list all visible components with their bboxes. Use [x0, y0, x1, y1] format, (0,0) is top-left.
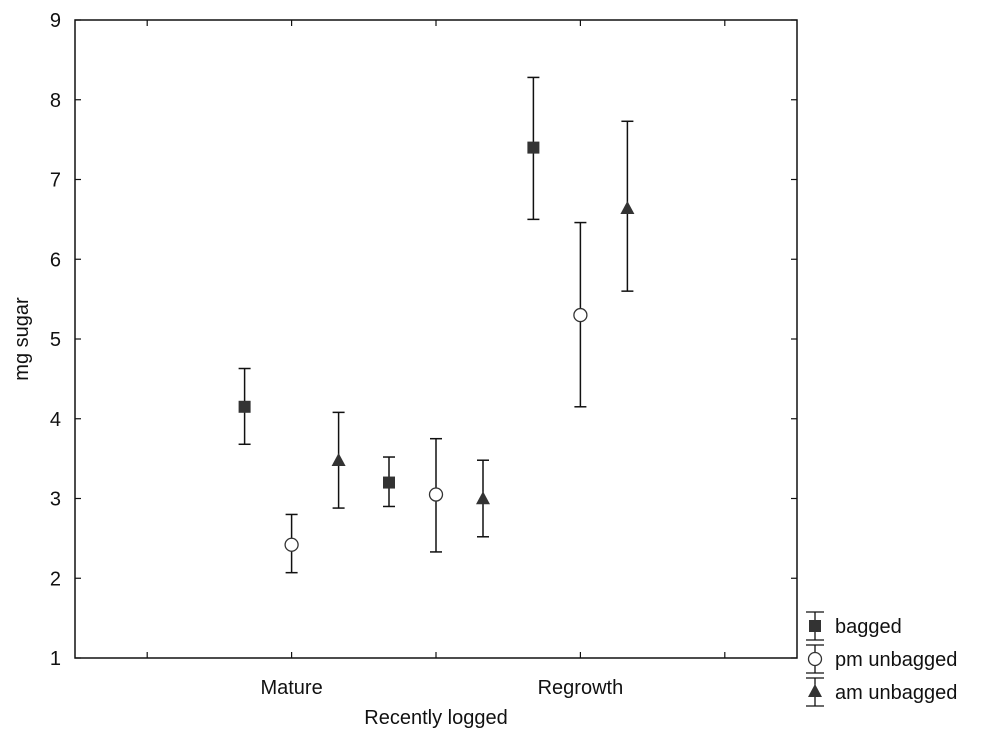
series-am-unbagged	[331, 120, 635, 538]
y-tick-label: 7	[50, 170, 61, 192]
x-axis: Mature Regrowth	[146, 20, 726, 699]
y-tick-label: 9	[50, 10, 61, 32]
x-tick-label: Mature	[260, 677, 322, 699]
series-pm-unbagged	[284, 221, 588, 574]
legend-marker	[808, 684, 822, 697]
y-tick-label: 3	[50, 489, 61, 511]
legend-item: am unbagged	[806, 677, 957, 707]
data-point	[238, 400, 251, 413]
y-tick-label: 5	[50, 329, 61, 351]
legend-label: pm unbagged	[835, 649, 957, 671]
x-axis-title: Recently logged	[364, 707, 507, 729]
data-point	[476, 491, 490, 505]
y-axis: 1 2 3 4 5 6 7 8 9	[50, 10, 797, 670]
y-tick-label: 2	[50, 568, 61, 590]
data-point	[331, 453, 346, 467]
y-tick-label: 4	[50, 409, 61, 431]
y-tick-label: 6	[50, 249, 61, 271]
legend-item: pm unbagged	[806, 644, 957, 674]
data-point	[620, 201, 635, 215]
series-bagged	[238, 76, 540, 508]
y-tick-label: 8	[50, 90, 61, 112]
data-point	[428, 487, 444, 502]
y-axis-title: mg sugar	[11, 297, 33, 381]
data-point	[284, 537, 299, 552]
legend-marker	[807, 651, 823, 667]
legend: bagged pm unbagged am unbagged	[806, 611, 957, 707]
legend-item: bagged	[806, 611, 902, 641]
legend-label: am unbagged	[835, 682, 957, 704]
y-tick-label: 1	[50, 648, 61, 670]
legend-label: bagged	[835, 616, 902, 638]
series-layer	[238, 76, 635, 574]
plot-frame	[74, 19, 798, 659]
legend-marker	[809, 620, 821, 632]
data-point	[527, 141, 540, 154]
data-point	[573, 307, 588, 323]
data-point	[383, 476, 395, 489]
x-tick-label: Regrowth	[538, 677, 624, 699]
